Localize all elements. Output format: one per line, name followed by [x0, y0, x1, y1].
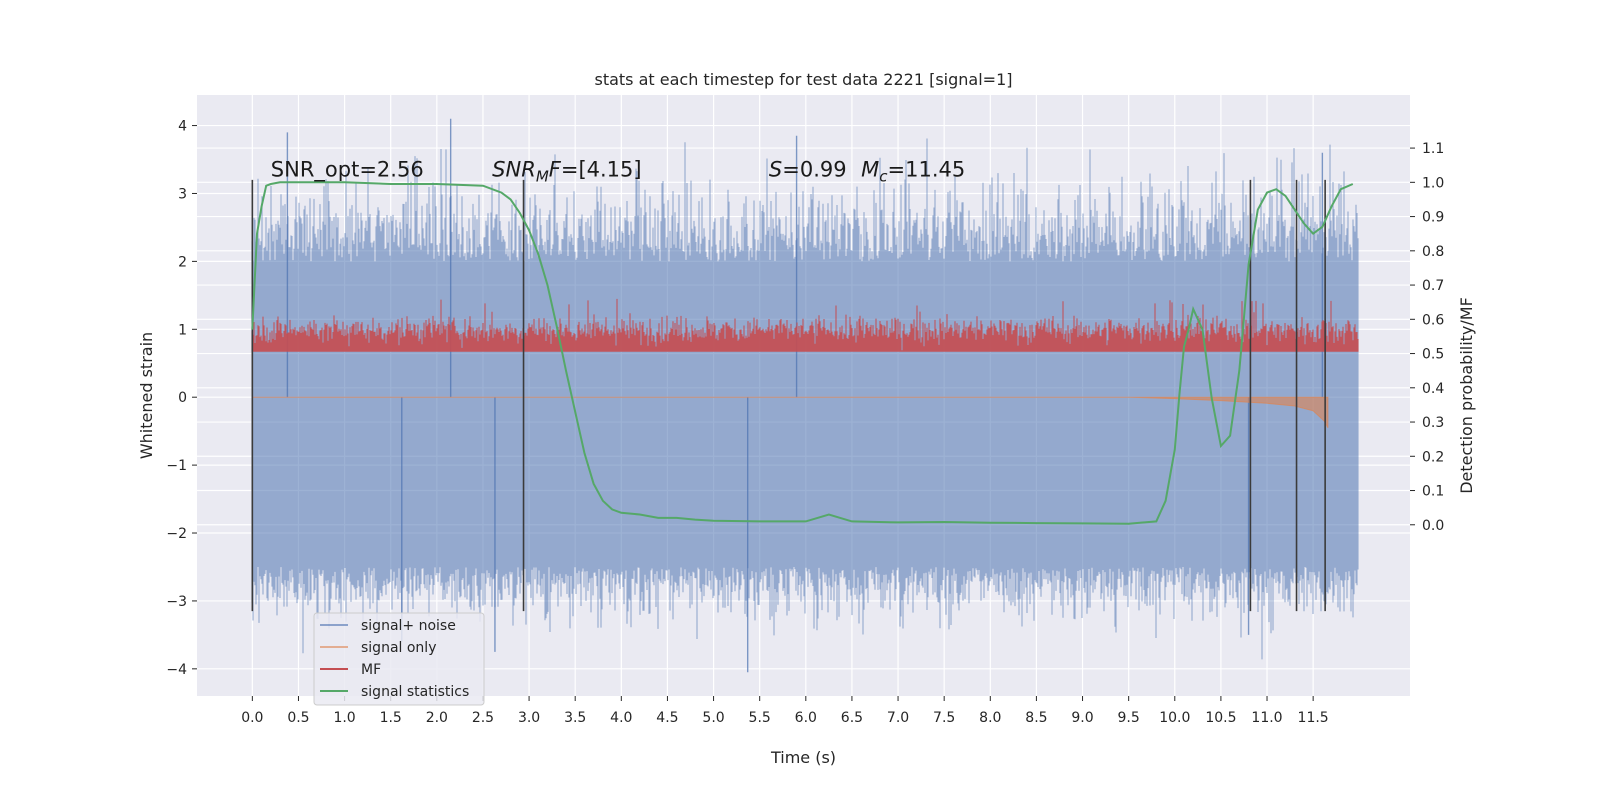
x-tick-label: 1.5 — [380, 710, 402, 726]
x-axis-label: Time (s) — [770, 748, 836, 767]
y-tick-label: 0 — [178, 390, 187, 406]
y-right-axis-label: Detection probability/MF — [1457, 297, 1476, 494]
y-right-tick-label: 0.2 — [1422, 449, 1444, 465]
annotation: SNRMF=[4.15] — [492, 157, 641, 185]
y-right-tick-label: 0.5 — [1422, 347, 1444, 363]
y-tick-label: −3 — [166, 594, 187, 610]
y-tick-label: 4 — [178, 119, 187, 135]
y-right-tick-label: 0.8 — [1422, 244, 1444, 260]
x-tick-label: 1.0 — [333, 710, 355, 726]
x-tick-label: 2.5 — [472, 710, 494, 726]
x-tick-label: 11.5 — [1298, 710, 1329, 726]
y-right-axis-ticks: 0.0 0.1 0.2 0.3 0.4 0.5 0.6 0.7 0.8 0.9 1.0 1.1 — [1410, 141, 1444, 534]
x-tick-label: 9.0 — [1071, 710, 1093, 726]
y-tick-label: 1 — [178, 322, 187, 338]
y-right-tick-label: 0.3 — [1422, 415, 1444, 431]
x-tick-label: 2.0 — [426, 710, 448, 726]
x-axis-ticks: 0.0 0.5 1.0 1.5 2.0 2.5 3.0 3.5 4.0 4.5 5.0 5.5 6.0 6… — [241, 696, 1329, 726]
x-tick-label: 8.5 — [1025, 710, 1047, 726]
y-tick-label: 2 — [178, 254, 187, 270]
series-signal-statistics — [251, 181, 1354, 525]
x-tick-label: 3.0 — [518, 710, 540, 726]
legend-frame — [313, 612, 485, 706]
y-axis-label: Whitened strain — [137, 332, 156, 459]
y-right-tick-label: 0.6 — [1422, 312, 1444, 328]
x-tick-label: 5.0 — [702, 710, 724, 726]
legend-label: MF — [361, 662, 381, 678]
series-signal-only — [252, 396, 1329, 429]
legend-label: signal statistics — [361, 684, 469, 700]
x-tick-label: 3.5 — [564, 710, 586, 726]
x-tick-label: 0.0 — [241, 710, 263, 726]
x-tick-label: 10.5 — [1205, 710, 1236, 726]
x-tick-label: 6.5 — [841, 710, 863, 726]
legend-label: signal only — [361, 640, 436, 656]
y-tick-label: −1 — [166, 458, 187, 474]
annotation: Mc=11.45 — [861, 157, 965, 185]
y-axis-ticks: −4 −3 −2 −1 0 1 2 3 4 — [166, 119, 197, 678]
x-tick-label: 6.0 — [795, 710, 817, 726]
annotations: SNR_opt=2.56 SNRMF=[4.15] S=0.99 Mc=11.45 — [271, 157, 965, 185]
x-tick-label: 9.5 — [1118, 710, 1140, 726]
signal-statistics-line — [251, 181, 1354, 525]
legend-label: signal+ noise — [361, 618, 456, 634]
signal-only-trace — [252, 396, 1329, 429]
chart-title: stats at each timestep for test data 222… — [594, 70, 1012, 89]
legend: signal+ noise signal only MF signal statist… — [313, 612, 485, 706]
x-tick-label: 0.5 — [287, 710, 309, 726]
y-right-tick-label: 0.4 — [1422, 381, 1444, 397]
x-tick-label: 11.0 — [1251, 710, 1282, 726]
x-tick-label: 10.0 — [1159, 710, 1190, 726]
x-tick-label: 7.5 — [933, 710, 955, 726]
y-right-tick-label: 0.7 — [1422, 278, 1444, 294]
y-right-tick-label: 1.0 — [1422, 175, 1444, 191]
x-tick-label: 5.5 — [749, 710, 771, 726]
y-tick-label: −4 — [166, 662, 187, 678]
x-tick-label: 8.0 — [979, 710, 1001, 726]
y-tick-label: 3 — [178, 186, 187, 202]
x-tick-label: 7.0 — [887, 710, 909, 726]
x-tick-label: 4.5 — [656, 710, 678, 726]
y-right-tick-label: 0.1 — [1422, 484, 1444, 500]
y-right-tick-label: 0.0 — [1422, 518, 1444, 534]
y-right-tick-label: 0.9 — [1422, 210, 1444, 226]
x-tick-label: 4.0 — [610, 710, 632, 726]
annotation: SNR_opt=2.56 — [271, 157, 424, 182]
y-tick-label: −2 — [166, 526, 187, 542]
annotation: S=0.99 — [769, 157, 847, 181]
y-right-tick-label: 1.1 — [1422, 141, 1444, 157]
